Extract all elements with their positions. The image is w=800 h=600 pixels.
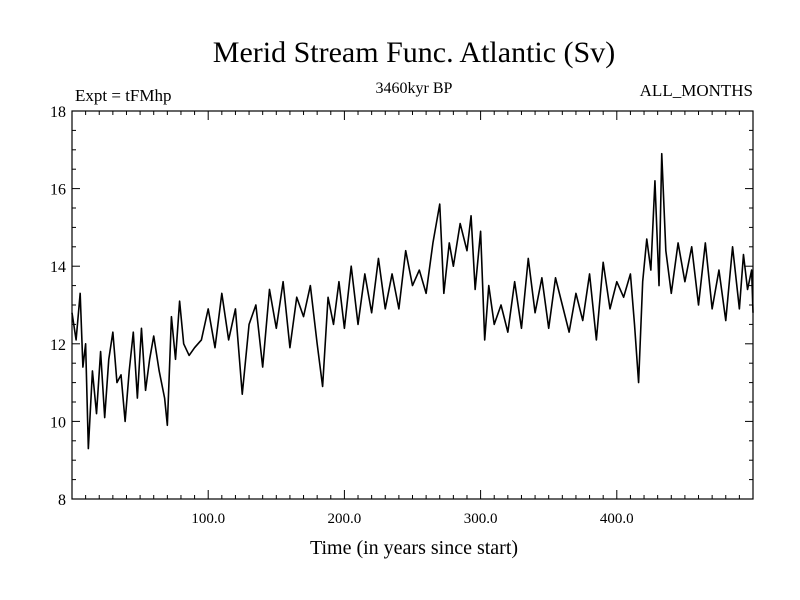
y-tick-label: 8 <box>58 492 66 509</box>
x-tick-label: 200.0 <box>328 511 362 527</box>
series-layer <box>71 152 754 450</box>
x-tick-label: 400.0 <box>600 511 634 527</box>
experiment-label: Expt = tFMhp <box>75 86 172 105</box>
x-axis-ticks: 100.0 200.0 300.0 400.0 <box>71 111 754 527</box>
y-tick-label: 14 <box>50 259 66 276</box>
chart-title: Merid Stream Func. Atlantic (Sv) <box>213 36 615 69</box>
series-line <box>71 152 754 450</box>
y-tick-label: 18 <box>50 104 66 121</box>
x-tick-label: 300.0 <box>464 511 498 527</box>
y-axis-ticks: 8 10 12 14 16 18 <box>50 104 753 509</box>
x-axis-label: Time (in years since start) <box>310 537 518 559</box>
y-tick-label: 16 <box>50 182 66 199</box>
months-label: ALL_MONTHS <box>640 81 753 100</box>
y-tick-label: 12 <box>50 337 66 354</box>
x-tick-label: 100.0 <box>191 511 225 527</box>
period-label: 3460kyr BP <box>376 80 453 97</box>
y-tick-label: 10 <box>50 414 66 431</box>
plot-frame <box>71 110 754 500</box>
